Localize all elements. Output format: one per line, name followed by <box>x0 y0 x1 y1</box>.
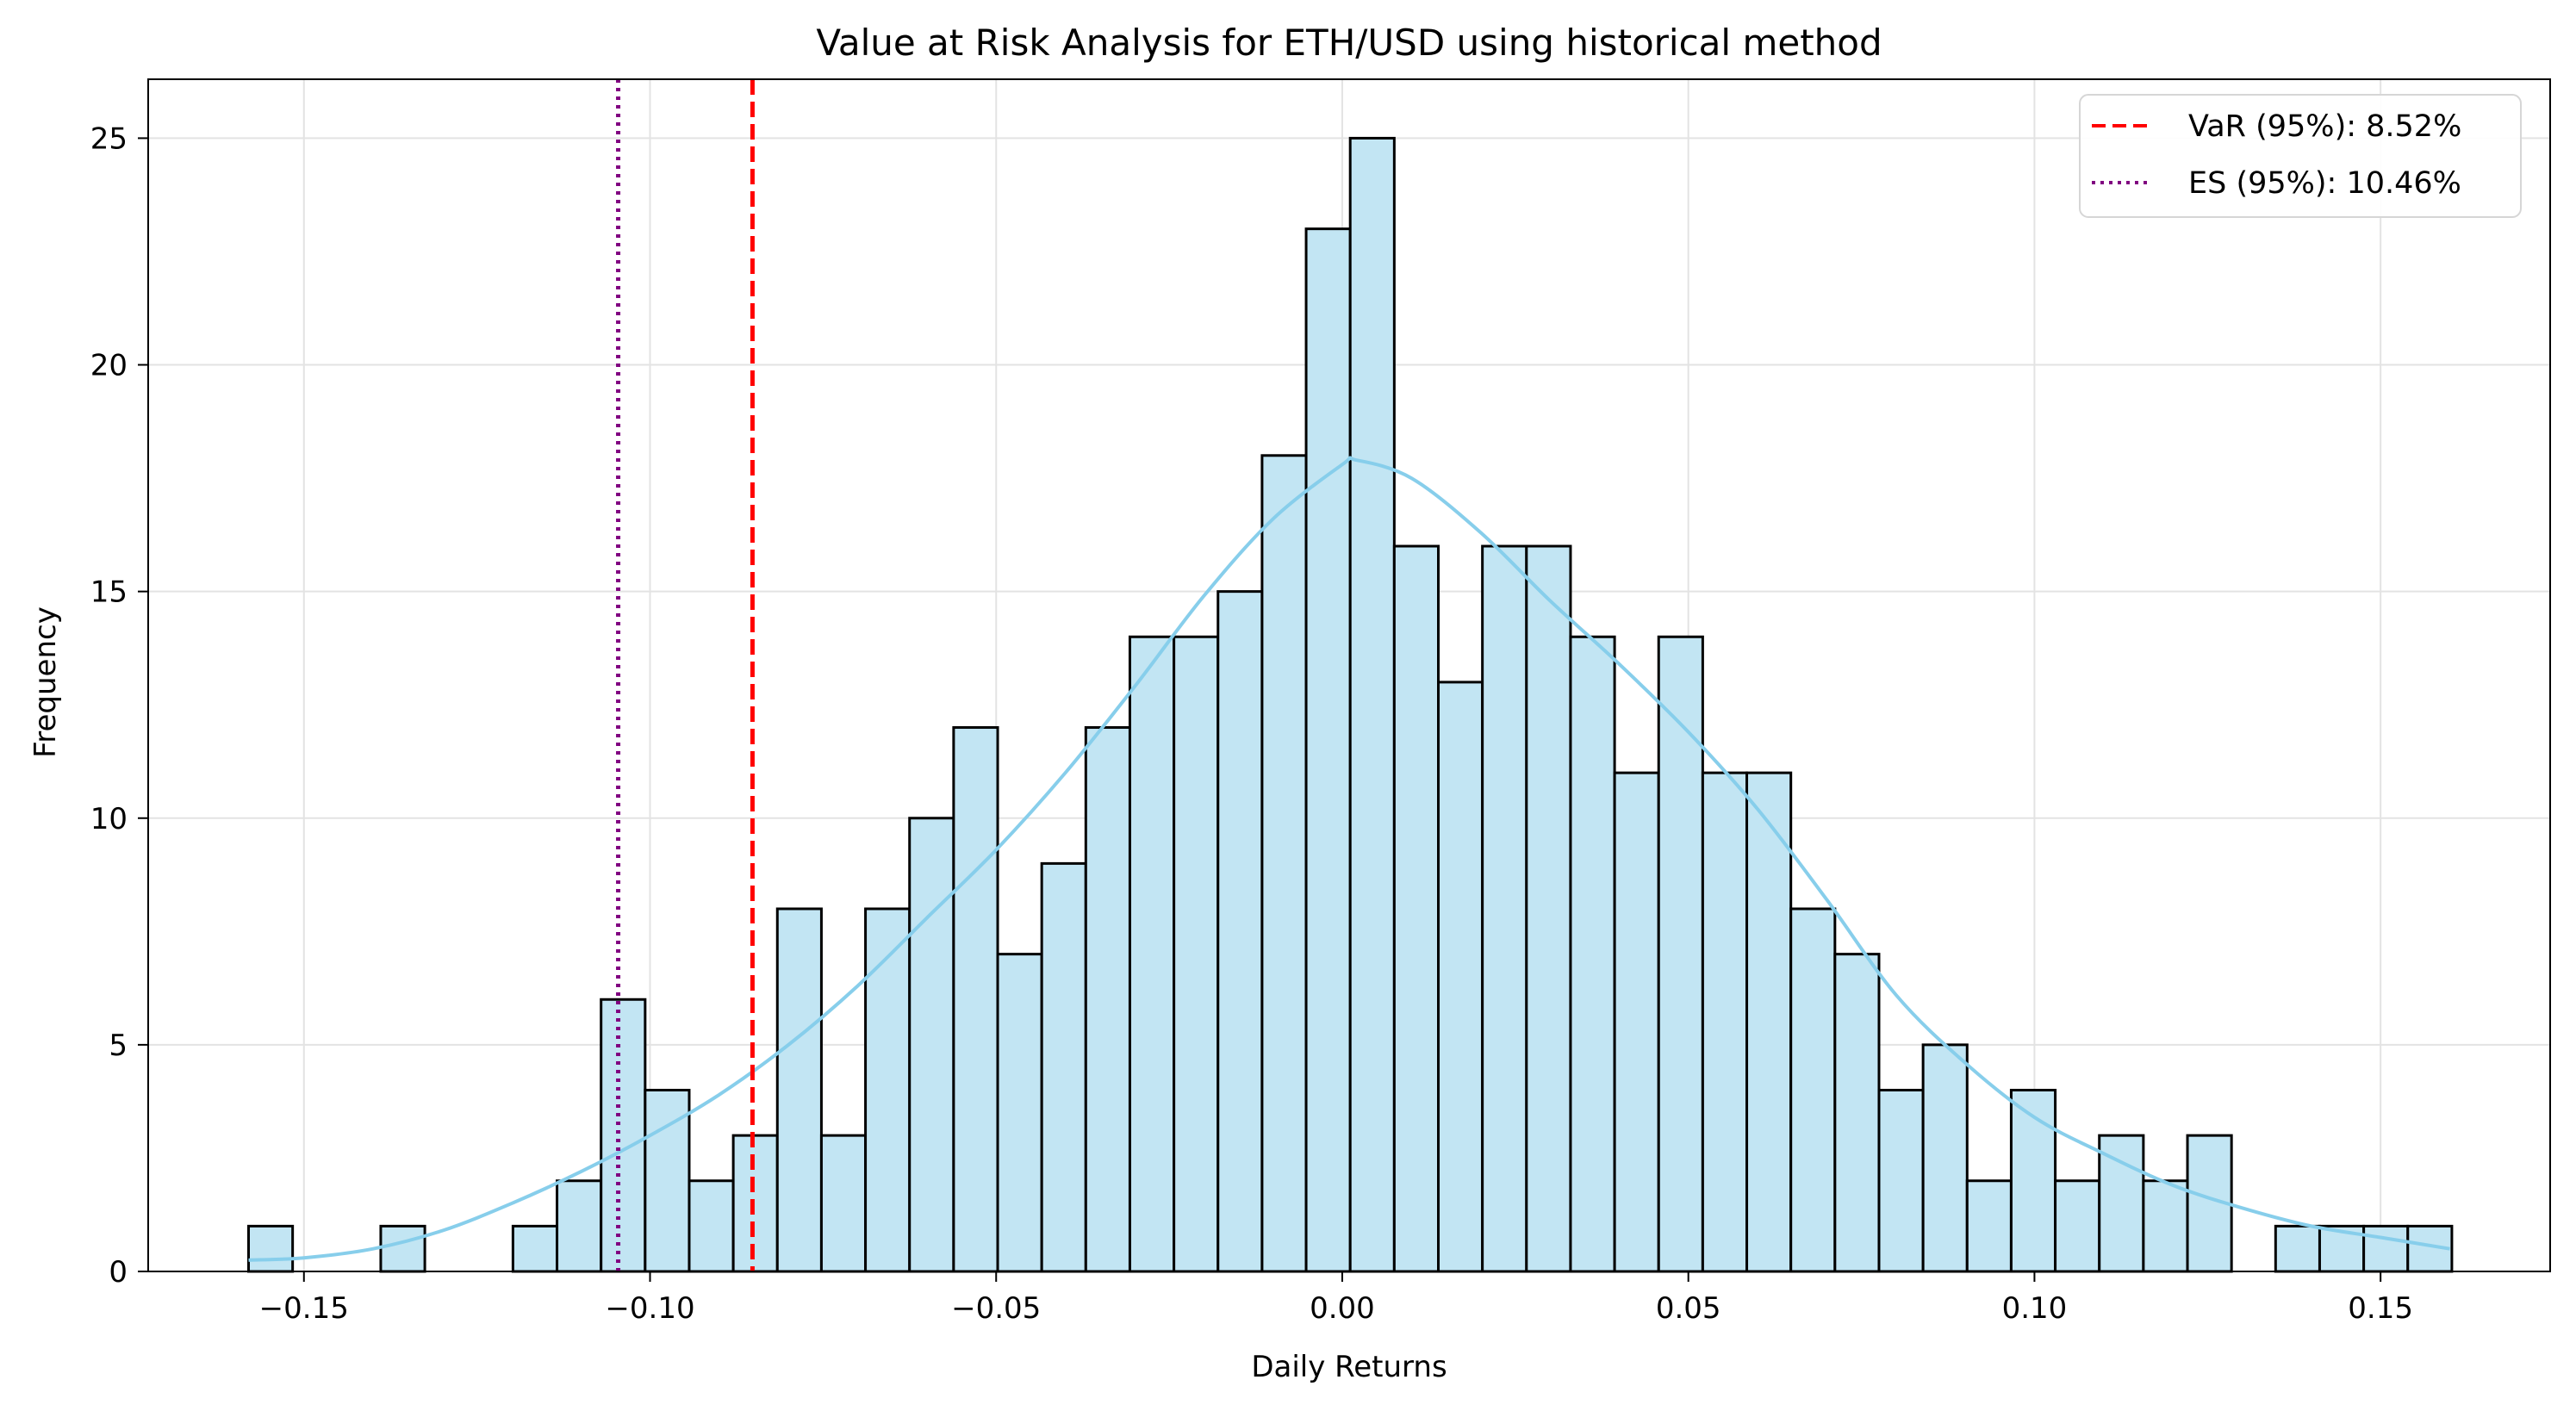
histogram-bars <box>247 136 2454 1273</box>
histogram-bar-19 <box>1084 726 1131 1273</box>
histogram-bar-32 <box>1657 635 1704 1273</box>
x-axis-ticks: −0.15 −0.10 −0.05 0.00 0.05 0.10 0.15 <box>259 1271 2413 1326</box>
y-tick-label-5: 25 <box>90 121 128 156</box>
histogram-bar-18 <box>1040 861 1087 1273</box>
histogram-bar-25 <box>1348 136 1396 1273</box>
histogram-bar-27 <box>1437 681 1484 1273</box>
histogram-bar-37 <box>1877 1089 1925 1273</box>
y-tick-label-4: 20 <box>90 349 128 383</box>
legend-var-label: VaR (95%): 8.52% <box>2188 109 2461 144</box>
histogram-bar-28 <box>1481 544 1528 1273</box>
histogram-bar-16 <box>952 726 999 1273</box>
histogram-bar-46 <box>2274 1224 2321 1273</box>
y-tick-label-0: 0 <box>109 1255 128 1290</box>
histogram-bar-15 <box>908 817 955 1273</box>
histogram-bar-34 <box>1745 771 1793 1273</box>
histogram-bar-23 <box>1260 454 1308 1273</box>
histogram-bar-29 <box>1525 544 1572 1273</box>
histogram-bar-17 <box>996 953 1043 1273</box>
histogram-bar-38 <box>1921 1043 1969 1273</box>
x-axis-label: Daily Returns <box>1251 1350 1447 1384</box>
histogram-bar-21 <box>1173 635 1220 1273</box>
legend-es-label: ES (95%): 10.46% <box>2188 166 2461 201</box>
x-tick-label-6: 0.15 <box>2348 1291 2413 1326</box>
y-tick-label-2: 10 <box>90 802 128 836</box>
histogram-bar-13 <box>819 1134 868 1273</box>
y-axis-ticks: 0 5 10 15 20 25 <box>90 121 148 1290</box>
histogram-bar-14 <box>864 907 912 1273</box>
x-tick-label-5: 0.10 <box>2002 1291 2068 1326</box>
histogram-bar-42 <box>2098 1134 2145 1273</box>
histogram-bar-0 <box>247 1224 295 1273</box>
histogram-bar-7 <box>556 1179 603 1273</box>
x-tick-label-2: −0.05 <box>951 1291 1041 1326</box>
histogram-bar-20 <box>1128 635 1176 1273</box>
histogram-bar-35 <box>1789 907 1837 1273</box>
y-tick-label-3: 15 <box>90 575 128 610</box>
x-tick-label-3: 0.00 <box>1310 1291 1375 1326</box>
y-tick-label-1: 5 <box>109 1029 128 1063</box>
histogram-bar-11 <box>731 1134 779 1273</box>
histogram-bar-24 <box>1304 227 1352 1273</box>
histogram-bar-10 <box>688 1179 735 1273</box>
histogram-bar-30 <box>1569 635 1616 1273</box>
histogram-bar-39 <box>1965 1179 2013 1273</box>
histogram-bar-33 <box>1701 771 1749 1273</box>
plot-frame <box>147 78 2551 1272</box>
histogram-bar-43 <box>2142 1179 2189 1273</box>
x-tick-label-4: 0.05 <box>1656 1291 1721 1326</box>
histogram-bar-36 <box>1833 953 1881 1273</box>
kde-curve-layer <box>248 456 2450 1262</box>
histogram-bar-26 <box>1392 544 1440 1273</box>
histogram-bar-22 <box>1216 590 1264 1273</box>
y-axis-label: Frequency <box>28 606 63 758</box>
chart-title: Value at Risk Analysis for ETH/USD using… <box>816 22 1882 64</box>
legend: VaR (95%): 8.52% ES (95%): 10.46% <box>2079 94 2522 218</box>
histogram-bar-48 <box>2362 1224 2410 1273</box>
x-tick-label-1: −0.10 <box>605 1291 694 1326</box>
histogram-bar-31 <box>1613 771 1660 1273</box>
legend-box <box>2079 94 2522 218</box>
kde-curve <box>248 456 2450 1262</box>
histogram-bar-12 <box>775 907 823 1273</box>
risk-lines <box>616 79 755 1271</box>
histogram-bar-3 <box>379 1224 426 1273</box>
histogram-bar-41 <box>2054 1179 2101 1273</box>
histogram-bar-8 <box>600 998 647 1273</box>
histogram-bar-6 <box>511 1224 559 1273</box>
x-tick-label-0: −0.15 <box>259 1291 349 1326</box>
